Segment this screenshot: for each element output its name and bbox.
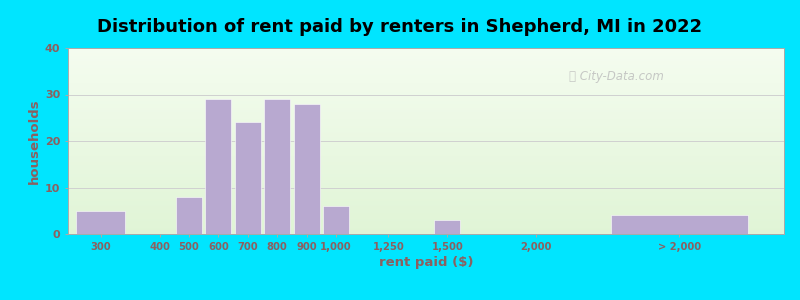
Bar	[264, 99, 290, 234]
Bar	[434, 220, 460, 234]
Text: Distribution of rent paid by renters in Shepherd, MI in 2022: Distribution of rent paid by renters in …	[98, 18, 702, 36]
Bar	[206, 99, 231, 234]
Bar	[76, 211, 126, 234]
X-axis label: rent paid ($): rent paid ($)	[378, 256, 474, 269]
Bar	[234, 122, 261, 234]
Y-axis label: households: households	[28, 98, 41, 184]
Bar	[323, 206, 349, 234]
Bar	[176, 197, 202, 234]
Text: 🔍 City-Data.com: 🔍 City-Data.com	[570, 70, 664, 83]
Bar	[610, 215, 748, 234]
Bar	[294, 104, 320, 234]
